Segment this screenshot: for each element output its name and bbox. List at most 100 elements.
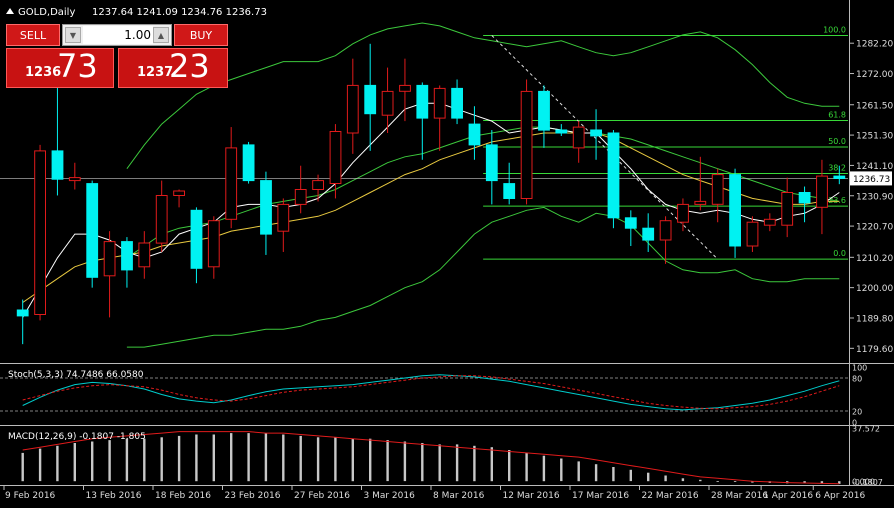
time-axis: 9 Feb 2016 13 Feb 2016 18 Feb 2016 23 Feb 2… bbox=[3, 486, 865, 501]
time-tick-label: 22 Mar 2016 bbox=[642, 491, 699, 501]
bear-candle bbox=[642, 213, 655, 252]
bear-candle bbox=[607, 130, 620, 229]
candle-body bbox=[538, 90, 550, 131]
price-tick-label: 1220.70 bbox=[856, 223, 893, 233]
macd-histogram-bar bbox=[751, 481, 754, 483]
bull-candle bbox=[34, 144, 47, 321]
bear-candle bbox=[538, 85, 550, 148]
stoch-tick-label: 0 bbox=[852, 419, 857, 428]
bear-candle bbox=[86, 180, 99, 288]
bear-candle bbox=[833, 165, 846, 185]
bear-candle bbox=[242, 141, 255, 184]
price-tick-label: 1200.00 bbox=[856, 284, 893, 294]
bull-candle bbox=[781, 177, 794, 238]
bear-candle bbox=[451, 79, 464, 125]
candle-body bbox=[798, 192, 811, 204]
candle-body bbox=[746, 221, 759, 247]
candle-body bbox=[86, 183, 99, 278]
lot-size-input[interactable] bbox=[83, 26, 153, 44]
bull-candle bbox=[746, 216, 759, 252]
candle-body bbox=[607, 132, 620, 219]
price-tick-label: 1179.60 bbox=[856, 345, 893, 355]
trade-panel-top: SELL ▼ ▲ BUY bbox=[6, 24, 228, 46]
macd-histogram-bar bbox=[629, 469, 632, 482]
candle-body bbox=[103, 241, 116, 277]
moving-averages bbox=[22, 102, 840, 318]
bear-candle bbox=[190, 207, 203, 284]
candle-body bbox=[763, 218, 776, 226]
bull-candle bbox=[659, 216, 672, 264]
candle-body bbox=[277, 203, 290, 232]
bull-candle bbox=[433, 85, 446, 151]
time-tick-label: 23 Feb 2016 bbox=[225, 491, 281, 501]
fib-level-label: 23.6 bbox=[828, 196, 846, 205]
bear-candle bbox=[468, 106, 481, 160]
macd-histogram-bar bbox=[490, 447, 493, 482]
fibonacci-retracement: 100.0 61.8 50.0 38.2 23.6 0.0 bbox=[0, 25, 848, 260]
candle-body bbox=[16, 309, 29, 317]
time-tick-label: 27 Feb 2016 bbox=[294, 491, 350, 501]
buy-button[interactable]: BUY bbox=[174, 24, 228, 46]
bear-candle bbox=[624, 210, 637, 247]
sell-button[interactable]: SELL bbox=[6, 24, 60, 46]
macd-histogram-bar bbox=[716, 481, 719, 482]
candle-body bbox=[260, 180, 272, 235]
buy-price-big-figure: 1237 bbox=[137, 65, 174, 80]
collapse-triangle-icon[interactable] bbox=[6, 8, 14, 14]
time-tick-label: 1 Apr 2016 bbox=[763, 491, 813, 501]
macd-tick-label: 37.572 bbox=[852, 425, 880, 434]
macd-histogram-bar bbox=[612, 467, 615, 482]
candle-body bbox=[312, 180, 325, 191]
candle-body bbox=[138, 242, 151, 268]
bull-candle bbox=[103, 231, 116, 318]
candle-body bbox=[242, 144, 255, 182]
time-tick-label: 13 Feb 2016 bbox=[86, 491, 142, 501]
ma_fast-line bbox=[22, 102, 840, 318]
macd-signal-line bbox=[22, 431, 840, 485]
candle-body bbox=[346, 84, 359, 134]
lot-increase-icon[interactable]: ▲ bbox=[153, 27, 169, 43]
macd-histogram-bar bbox=[282, 434, 285, 482]
candle-body bbox=[173, 190, 185, 196]
macd-tick-label: 0.000 bbox=[852, 478, 875, 487]
bear-candle bbox=[364, 43, 377, 151]
lot-stepper[interactable]: ▼ ▲ bbox=[62, 24, 172, 46]
macd-histogram-bar bbox=[577, 461, 580, 482]
bear-candle bbox=[590, 109, 603, 160]
band-middle-line bbox=[126, 126, 840, 259]
buy-price-box[interactable]: 1237 23 bbox=[118, 47, 228, 88]
macd-histogram-bar bbox=[56, 445, 59, 482]
bear-candle bbox=[416, 82, 429, 160]
price-tick-label: 1251.30 bbox=[856, 132, 893, 142]
macd-histogram-bar bbox=[351, 438, 354, 482]
macd-histogram-bar bbox=[803, 481, 806, 484]
candle-body bbox=[781, 192, 794, 226]
candle-body bbox=[451, 87, 464, 119]
candle-body bbox=[155, 195, 168, 244]
bear-candle bbox=[729, 168, 742, 258]
macd-histogram-bar bbox=[594, 464, 598, 482]
candle-body bbox=[225, 147, 238, 220]
bull-candle bbox=[225, 127, 238, 229]
bull-candle bbox=[711, 168, 724, 223]
time-tick-label: 9 Feb 2016 bbox=[5, 491, 56, 501]
bear-candle bbox=[555, 124, 568, 136]
macd-histogram-bar bbox=[195, 434, 198, 482]
candle-body bbox=[816, 175, 828, 208]
symbol-label: GOLD,Daily bbox=[18, 7, 75, 18]
stoch-signal-line bbox=[22, 375, 840, 410]
stoch-tick-label: 80 bbox=[852, 375, 862, 384]
bull-candle bbox=[173, 189, 185, 208]
lot-decrease-icon[interactable]: ▼ bbox=[65, 27, 81, 43]
time-tick-label: 17 Mar 2016 bbox=[572, 491, 629, 501]
sell-price-box[interactable]: 1236 73 bbox=[6, 47, 114, 88]
candle-body bbox=[416, 84, 429, 119]
bull-candle bbox=[277, 198, 290, 252]
candle-body bbox=[485, 144, 498, 182]
bear-candle bbox=[121, 237, 133, 288]
macd-histogram-bar bbox=[647, 472, 650, 482]
stoch-tick-label: 100 bbox=[852, 364, 867, 373]
macd-histogram-bar bbox=[212, 434, 215, 482]
price-tick-label: 1241.10 bbox=[856, 162, 893, 172]
